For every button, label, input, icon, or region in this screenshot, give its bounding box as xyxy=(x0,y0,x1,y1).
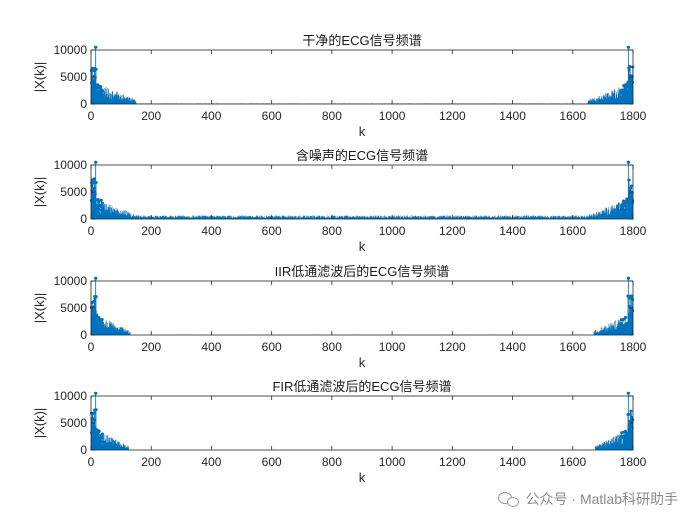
y-tick-label: 5000 xyxy=(60,416,87,430)
y-tick-label: 10000 xyxy=(54,389,88,403)
y-axis-label: |X(k)| xyxy=(32,293,47,324)
x-tick-label: 0 xyxy=(88,109,95,123)
spectrum-markers xyxy=(89,160,635,214)
x-tick-label: 800 xyxy=(322,340,342,354)
x-tick-label: 1000 xyxy=(379,340,406,354)
x-tick-label: 1000 xyxy=(379,224,406,238)
x-tick-label: 600 xyxy=(262,109,282,123)
x-axis-label: k xyxy=(359,355,366,370)
x-tick-label: 0 xyxy=(88,455,95,469)
subplot-title: FIR低通滤波后的ECG信号频谱 xyxy=(272,379,451,394)
axes-frame xyxy=(90,49,634,105)
subplot-title: IIR低通滤波后的ECG信号频谱 xyxy=(275,264,450,279)
y-tick-label: 0 xyxy=(80,328,87,342)
spectrum-markers xyxy=(89,391,635,444)
y-tick-label: 0 xyxy=(80,443,87,457)
y-tick-label: 10000 xyxy=(54,274,88,288)
x-axis-label: k xyxy=(359,470,366,485)
x-tick-label: 1400 xyxy=(499,340,526,354)
x-tick-label: 1600 xyxy=(559,455,586,469)
x-tick-label: 1800 xyxy=(620,340,647,354)
y-tick-label: 0 xyxy=(80,97,87,111)
axes-frame xyxy=(90,280,634,336)
x-tick-label: 200 xyxy=(141,224,161,238)
spectrum-series xyxy=(91,278,633,335)
subplot-title: 含噪声的ECG信号频谱 xyxy=(296,148,428,163)
x-tick-label: 1200 xyxy=(439,455,466,469)
x-tick-label: 600 xyxy=(262,455,282,469)
x-tick-label: 0 xyxy=(88,224,95,238)
x-tick-label: 1600 xyxy=(559,109,586,123)
x-tick-label: 800 xyxy=(322,224,342,238)
spectrum-markers xyxy=(89,45,635,98)
x-tick-label: 400 xyxy=(201,224,221,238)
subplot-2: 0 200 400 600 800 1000 1200 1400 1600 1800 0 5000 10… xyxy=(32,148,647,254)
axes-frame xyxy=(90,395,634,451)
y-tick-label: 5000 xyxy=(60,185,87,199)
subplot-title: 干净的ECG信号频谱 xyxy=(302,33,421,48)
x-tick-label: 200 xyxy=(141,455,161,469)
spectrum-series xyxy=(91,47,633,104)
x-tick-label: 400 xyxy=(201,109,221,123)
y-tick-label: 0 xyxy=(80,212,87,226)
watermark: 公众号 · Matlab科研助手 xyxy=(497,489,678,509)
x-tick-label: 800 xyxy=(322,455,342,469)
x-tick-label: 1400 xyxy=(499,455,526,469)
y-tick-label: 10000 xyxy=(54,43,88,57)
x-tick-label: 1800 xyxy=(620,109,647,123)
x-tick-label: 400 xyxy=(201,340,221,354)
y-axis-label: |X(k)| xyxy=(32,408,47,439)
y-tick-label: 10000 xyxy=(54,158,88,172)
x-tick-label: 1200 xyxy=(439,224,466,238)
x-tick-label: 1200 xyxy=(439,109,466,123)
spectrum-series xyxy=(91,162,633,219)
subplot-1: 0 200 400 600 800 1000 1200 1400 1600 1800 0 5000 10… xyxy=(32,33,647,139)
x-tick-label: 1400 xyxy=(499,109,526,123)
x-tick-label: 1800 xyxy=(620,455,647,469)
x-tick-label: 200 xyxy=(141,109,161,123)
subplot-3: 0 200 400 600 800 1000 1200 1400 1600 1800 0 5000 10… xyxy=(32,264,647,370)
axes-frame xyxy=(90,164,634,220)
x-tick-label: 1400 xyxy=(499,224,526,238)
watermark-text: 公众号 · Matlab科研助手 xyxy=(525,491,678,507)
x-tick-label: 1000 xyxy=(379,455,406,469)
y-tick-label: 5000 xyxy=(60,301,87,315)
y-tick-label: 5000 xyxy=(60,70,87,84)
spectrum-series xyxy=(91,393,633,450)
y-axis-label: |X(k)| xyxy=(32,62,47,93)
x-tick-label: 600 xyxy=(262,224,282,238)
x-tick-label: 800 xyxy=(322,109,342,123)
x-tick-label: 200 xyxy=(141,340,161,354)
x-tick-label: 1000 xyxy=(379,109,406,123)
y-axis-label: |X(k)| xyxy=(32,177,47,208)
x-tick-label: 1200 xyxy=(439,340,466,354)
x-tick-label: 1600 xyxy=(559,340,586,354)
spectrum-markers xyxy=(89,276,635,330)
x-axis-label: k xyxy=(359,124,366,139)
x-axis-label: k xyxy=(359,239,366,254)
x-tick-label: 1800 xyxy=(620,224,647,238)
x-tick-label: 400 xyxy=(201,455,221,469)
subplot-4: 0 200 400 600 800 1000 1200 1400 1600 1800 0 5000 10… xyxy=(32,379,647,485)
wechat-icon xyxy=(497,491,520,507)
x-tick-label: 1600 xyxy=(559,224,586,238)
x-tick-label: 0 xyxy=(88,340,95,354)
x-tick-label: 600 xyxy=(262,340,282,354)
